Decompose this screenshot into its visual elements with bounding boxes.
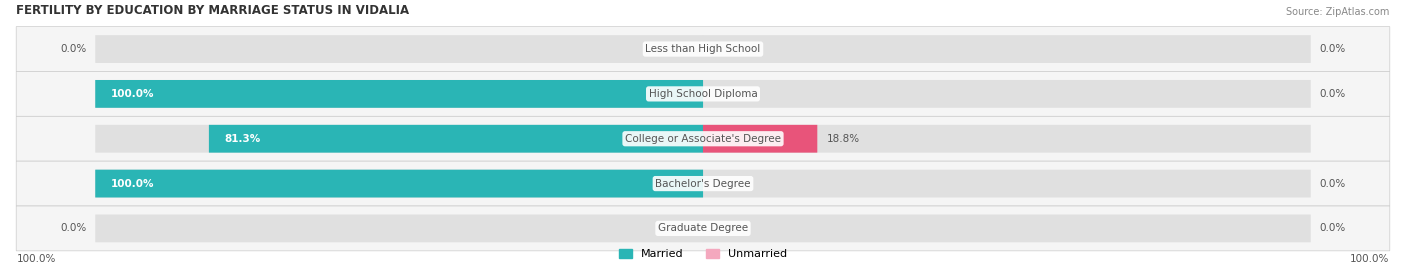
Text: 100.0%: 100.0% xyxy=(111,89,155,99)
Legend: Married, Unmarried: Married, Unmarried xyxy=(614,245,792,264)
Text: 0.0%: 0.0% xyxy=(1320,179,1346,189)
FancyBboxPatch shape xyxy=(17,27,1389,72)
Text: Graduate Degree: Graduate Degree xyxy=(658,224,748,233)
Text: 100.0%: 100.0% xyxy=(1350,254,1389,264)
FancyBboxPatch shape xyxy=(703,170,1310,197)
FancyBboxPatch shape xyxy=(17,206,1389,251)
FancyBboxPatch shape xyxy=(703,214,1310,242)
Text: 0.0%: 0.0% xyxy=(60,44,86,54)
FancyBboxPatch shape xyxy=(96,170,703,197)
Text: 100.0%: 100.0% xyxy=(17,254,56,264)
Text: 0.0%: 0.0% xyxy=(1320,89,1346,99)
Text: 100.0%: 100.0% xyxy=(111,179,155,189)
FancyBboxPatch shape xyxy=(17,72,1389,116)
FancyBboxPatch shape xyxy=(96,170,703,197)
FancyBboxPatch shape xyxy=(17,161,1389,206)
Text: 18.8%: 18.8% xyxy=(827,134,859,144)
FancyBboxPatch shape xyxy=(96,80,703,108)
Text: 81.3%: 81.3% xyxy=(224,134,260,144)
Text: FERTILITY BY EDUCATION BY MARRIAGE STATUS IN VIDALIA: FERTILITY BY EDUCATION BY MARRIAGE STATU… xyxy=(17,4,409,17)
Text: Source: ZipAtlas.com: Source: ZipAtlas.com xyxy=(1286,7,1389,17)
Text: Less than High School: Less than High School xyxy=(645,44,761,54)
FancyBboxPatch shape xyxy=(703,125,817,153)
FancyBboxPatch shape xyxy=(703,35,1310,63)
FancyBboxPatch shape xyxy=(703,125,1310,153)
FancyBboxPatch shape xyxy=(96,125,703,153)
Text: 0.0%: 0.0% xyxy=(1320,224,1346,233)
Text: 0.0%: 0.0% xyxy=(1320,44,1346,54)
Text: High School Diploma: High School Diploma xyxy=(648,89,758,99)
FancyBboxPatch shape xyxy=(96,214,703,242)
Text: 0.0%: 0.0% xyxy=(60,224,86,233)
FancyBboxPatch shape xyxy=(96,35,703,63)
Text: College or Associate's Degree: College or Associate's Degree xyxy=(626,134,780,144)
FancyBboxPatch shape xyxy=(96,80,703,108)
Text: Bachelor's Degree: Bachelor's Degree xyxy=(655,179,751,189)
FancyBboxPatch shape xyxy=(17,116,1389,161)
FancyBboxPatch shape xyxy=(209,125,703,153)
FancyBboxPatch shape xyxy=(703,80,1310,108)
